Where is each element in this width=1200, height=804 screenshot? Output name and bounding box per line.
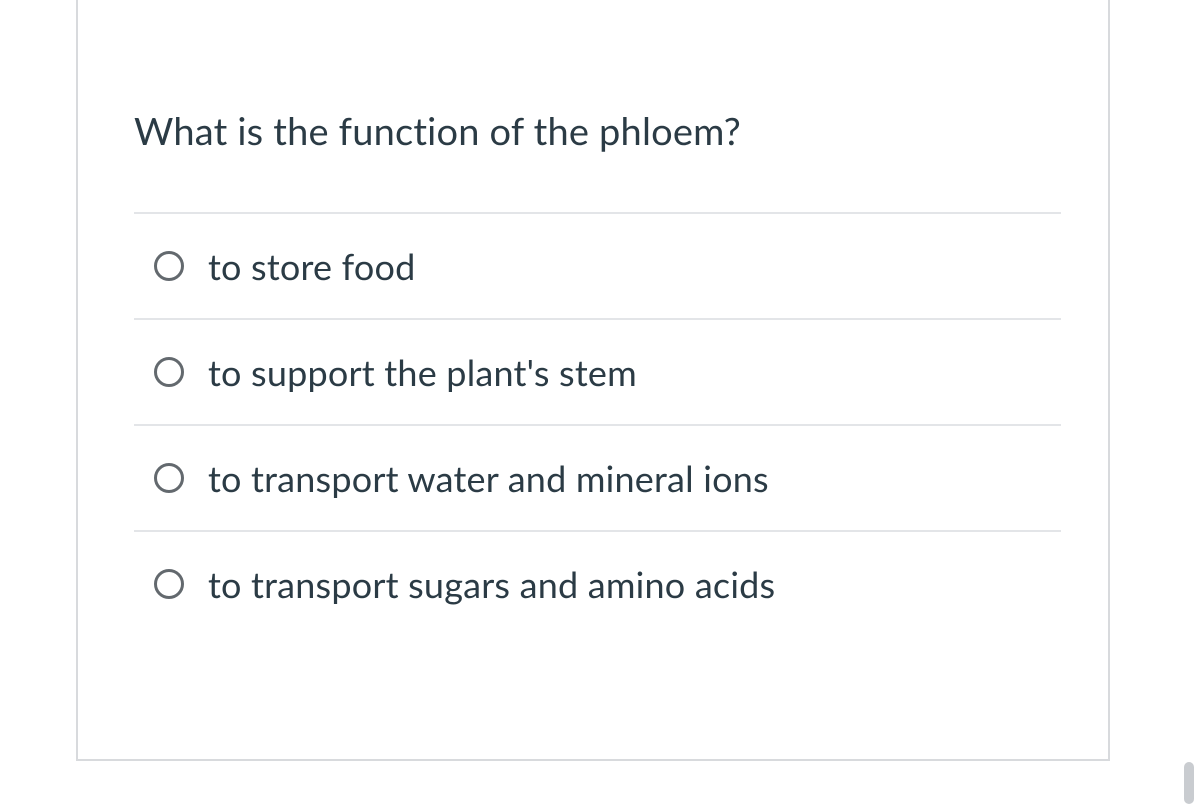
option-label: to store food (208, 244, 415, 288)
radio-icon[interactable] (154, 357, 184, 387)
option-row[interactable]: to transport sugars and amino acids (134, 530, 1061, 636)
radio-icon[interactable] (154, 251, 184, 281)
option-label: to transport sugars and amino acids (208, 562, 775, 606)
scrollbar-thumb[interactable] (1184, 762, 1194, 804)
option-row[interactable]: to store food (134, 212, 1061, 318)
question-card: What is the function of the phloem? to s… (76, 0, 1110, 761)
option-label: to support the plant's stem (208, 350, 637, 394)
option-label: to transport water and mineral ions (208, 456, 769, 500)
radio-icon[interactable] (154, 463, 184, 493)
radio-icon[interactable] (154, 569, 184, 599)
option-row[interactable]: to support the plant's stem (134, 318, 1061, 424)
option-row[interactable]: to transport water and mineral ions (134, 424, 1061, 530)
question-prompt: What is the function of the phloem? (134, 108, 741, 154)
options-list: to store food to support the plant's ste… (134, 212, 1061, 636)
